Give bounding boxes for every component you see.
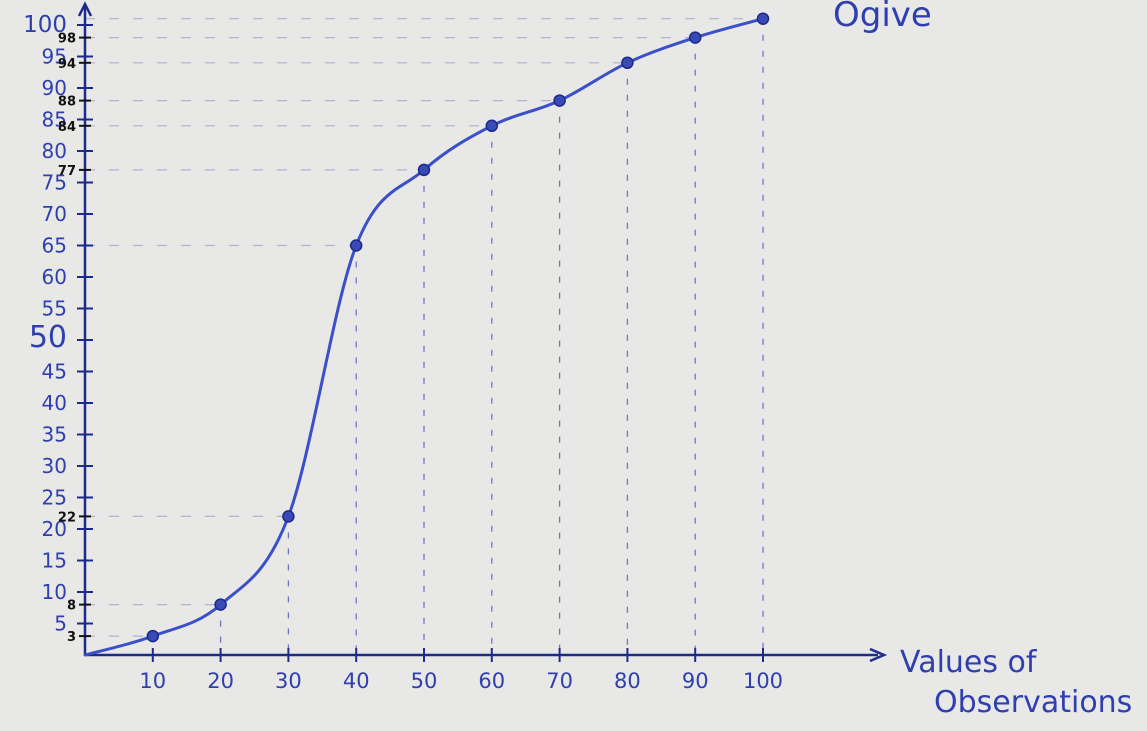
x-tick-label-40: 40 (343, 669, 370, 693)
x-tick-label-10: 10 (139, 669, 166, 693)
y-tick-label-95: 95 (42, 45, 67, 69)
x-axis-arrow (869, 647, 888, 663)
data-point-40 (349, 239, 363, 252)
dashed-guide-lines (85, 18, 764, 655)
y-tick-label-30: 30 (42, 454, 67, 478)
y-tick-label-20: 20 (42, 517, 67, 541)
y-tick-label-15: 15 (42, 549, 67, 573)
x-tick-label-100: 100 (743, 669, 783, 693)
y-tick-label-100: 100 (23, 12, 67, 38)
x-tick-label-30: 30 (275, 669, 302, 693)
y-tick-label-5: 5 (54, 612, 67, 636)
x-tick-label-20: 20 (207, 669, 234, 693)
data-point-30 (282, 510, 295, 523)
marked-value-label-84: 84 (58, 120, 76, 135)
y-tick-label-45: 45 (42, 360, 67, 384)
marked-value-label-8: 8 (67, 599, 76, 614)
data-point-50 (417, 163, 431, 177)
data-point-90 (688, 31, 702, 44)
data-point-70 (553, 94, 566, 107)
data-point-20 (214, 598, 227, 611)
chart-title: Ogive (833, 0, 932, 35)
marked-value-label-94: 94 (58, 57, 76, 72)
y-tick-label-70: 70 (42, 202, 67, 226)
data-point-80 (621, 56, 634, 70)
x-axis-label-line-2: Observations (934, 685, 1132, 720)
data-point-10 (146, 629, 160, 643)
y-tick-label-10: 10 (42, 580, 67, 604)
marked-value-label-3: 3 (67, 630, 76, 645)
x-tick-label-90: 90 (682, 669, 709, 693)
y-tick-label-60: 60 (42, 265, 67, 289)
marked-value-label-22: 22 (58, 510, 76, 525)
y-tick-label-65: 65 (42, 234, 67, 258)
axes (77, 1, 888, 663)
x-tick-label-80: 80 (614, 669, 641, 693)
y-tick-label-85: 85 (42, 108, 67, 132)
x-tick-label-70: 70 (546, 669, 573, 693)
tick-marks (77, 24, 764, 662)
y-tick-label-40: 40 (42, 391, 67, 415)
x-tick-label-60: 60 (478, 669, 505, 693)
tick-labels: 10 20 30 40 50 60 70 80 90 100 5 10 15 20 25 30 35 40 45 50… (23, 12, 783, 693)
marked-value-label-77: 77 (58, 164, 76, 179)
y-tick-label-55: 55 (42, 297, 67, 321)
marked-value-label-98: 98 (58, 32, 76, 47)
y-tick-label-25: 25 (42, 486, 67, 510)
data-point-100 (756, 12, 770, 25)
y-tick-label-75: 75 (42, 171, 67, 195)
x-tick-label-50: 50 (411, 669, 438, 693)
y-axis-arrow (77, 1, 93, 17)
data-points (146, 12, 770, 643)
x-axis-label-line-1: Values of (900, 645, 1038, 680)
marked-value-label-88: 88 (58, 95, 76, 110)
y-tick-label-80: 80 (42, 139, 67, 163)
y-tick-label-35: 35 (42, 423, 67, 447)
y-tick-label-50: 50 (29, 320, 67, 355)
y-tick-label-90: 90 (42, 76, 67, 100)
data-point-60 (485, 119, 499, 133)
